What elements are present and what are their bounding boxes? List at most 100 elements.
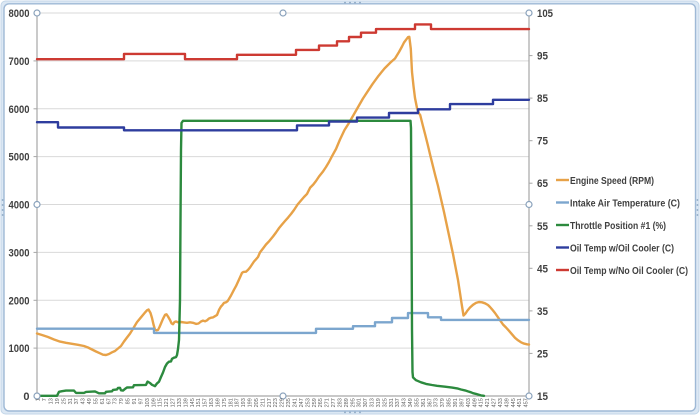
svg-text:85: 85 — [537, 93, 548, 105]
svg-text:433: 433 — [498, 398, 504, 407]
svg-text:295: 295 — [350, 398, 356, 407]
svg-text:19: 19 — [55, 398, 61, 404]
svg-text:109: 109 — [151, 398, 157, 407]
svg-text:241: 241 — [293, 398, 299, 407]
svg-text:331: 331 — [389, 398, 395, 407]
svg-text:205: 205 — [254, 398, 260, 407]
svg-text:105: 105 — [537, 8, 553, 20]
svg-text:13: 13 — [49, 398, 55, 404]
svg-text:43: 43 — [81, 398, 87, 404]
svg-text:457: 457 — [524, 398, 530, 407]
svg-text:277: 277 — [331, 398, 337, 407]
svg-text:103: 103 — [145, 398, 151, 407]
svg-text:445: 445 — [511, 398, 517, 407]
svg-text:15: 15 — [537, 391, 548, 403]
svg-text:139: 139 — [183, 398, 189, 407]
svg-text:91: 91 — [132, 398, 138, 404]
svg-text:265: 265 — [318, 398, 324, 407]
svg-text:73: 73 — [113, 398, 119, 404]
svg-text:325: 325 — [382, 398, 388, 407]
svg-text:127: 127 — [171, 398, 177, 407]
svg-text:163: 163 — [209, 398, 215, 407]
svg-text:2000: 2000 — [9, 295, 30, 307]
svg-text:259: 259 — [312, 398, 318, 407]
svg-text:415: 415 — [479, 398, 485, 407]
svg-text:55: 55 — [94, 398, 100, 404]
svg-text:301: 301 — [357, 398, 363, 407]
svg-text:55: 55 — [537, 221, 548, 233]
svg-text:421: 421 — [485, 398, 491, 407]
svg-text:193: 193 — [241, 398, 247, 407]
svg-text:367: 367 — [427, 398, 433, 407]
svg-text:61: 61 — [100, 398, 106, 404]
svg-text:439: 439 — [504, 398, 510, 407]
svg-text:343: 343 — [402, 398, 408, 407]
svg-text:289: 289 — [344, 398, 350, 407]
svg-text:181: 181 — [228, 398, 234, 407]
svg-text:409: 409 — [472, 398, 478, 407]
svg-text:115: 115 — [158, 398, 164, 407]
svg-text:223: 223 — [273, 398, 279, 407]
svg-text:3000: 3000 — [9, 247, 30, 259]
svg-text:313: 313 — [370, 398, 376, 407]
svg-text:Engine Speed (RPM): Engine Speed (RPM) — [570, 175, 654, 187]
svg-text:37: 37 — [74, 398, 80, 404]
svg-text:45: 45 — [537, 263, 548, 275]
svg-text:151: 151 — [196, 398, 202, 407]
svg-text:95: 95 — [537, 51, 548, 63]
svg-text:0: 0 — [23, 391, 29, 403]
svg-text:25: 25 — [61, 398, 67, 404]
svg-text:85: 85 — [126, 398, 132, 404]
svg-text:25: 25 — [537, 348, 548, 360]
svg-text:403: 403 — [466, 398, 472, 407]
svg-text:361: 361 — [421, 398, 427, 407]
svg-text:67: 67 — [106, 398, 112, 404]
svg-text:97: 97 — [138, 398, 144, 404]
svg-text:247: 247 — [299, 398, 305, 407]
svg-text:283: 283 — [337, 398, 343, 407]
svg-text:385: 385 — [447, 398, 453, 407]
svg-text:319: 319 — [376, 398, 382, 407]
svg-text:355: 355 — [415, 398, 421, 407]
svg-text:Oil Temp w/No Oil Cooler (C): Oil Temp w/No Oil Cooler (C) — [570, 265, 688, 277]
svg-text:217: 217 — [267, 398, 273, 407]
svg-text:349: 349 — [408, 398, 414, 407]
svg-text:49: 49 — [87, 398, 93, 404]
svg-text:373: 373 — [434, 398, 440, 407]
svg-text:271: 271 — [325, 398, 331, 407]
svg-text:1000: 1000 — [9, 343, 30, 355]
svg-text:65: 65 — [537, 178, 548, 190]
svg-text:35: 35 — [537, 306, 548, 318]
svg-text:7: 7 — [42, 398, 48, 401]
svg-text:133: 133 — [177, 398, 183, 407]
svg-text:427: 427 — [492, 398, 498, 407]
svg-text:211: 211 — [260, 398, 266, 407]
svg-text:175: 175 — [222, 398, 228, 407]
svg-text:235: 235 — [286, 398, 292, 407]
svg-text:7000: 7000 — [9, 56, 30, 68]
svg-text:Intake Air Temperature (C): Intake Air Temperature (C) — [570, 197, 680, 209]
svg-text:229: 229 — [280, 398, 286, 407]
svg-text:75: 75 — [537, 136, 548, 148]
svg-text:157: 157 — [203, 398, 209, 407]
svg-text:79: 79 — [119, 398, 125, 404]
svg-text:8000: 8000 — [9, 8, 30, 20]
svg-text:397: 397 — [459, 398, 465, 407]
svg-text:337: 337 — [395, 398, 401, 407]
svg-text:169: 169 — [216, 398, 222, 407]
svg-text:6000: 6000 — [9, 104, 30, 116]
svg-text:199: 199 — [248, 398, 254, 407]
svg-text:Oil Temp w/Oil Cooler (C): Oil Temp w/Oil Cooler (C) — [570, 242, 674, 254]
svg-text:307: 307 — [363, 398, 369, 407]
svg-text:379: 379 — [440, 398, 446, 407]
svg-text:1: 1 — [36, 398, 42, 401]
svg-text:121: 121 — [164, 398, 170, 407]
svg-text:253: 253 — [305, 398, 311, 407]
svg-text:5000: 5000 — [9, 152, 30, 164]
svg-text:391: 391 — [453, 398, 459, 407]
svg-text:451: 451 — [517, 398, 523, 407]
svg-text:187: 187 — [235, 398, 241, 407]
svg-text:Throttle Position #1 (%): Throttle Position #1 (%) — [570, 220, 666, 232]
svg-text:4000: 4000 — [9, 200, 30, 212]
svg-text:145: 145 — [190, 398, 196, 407]
